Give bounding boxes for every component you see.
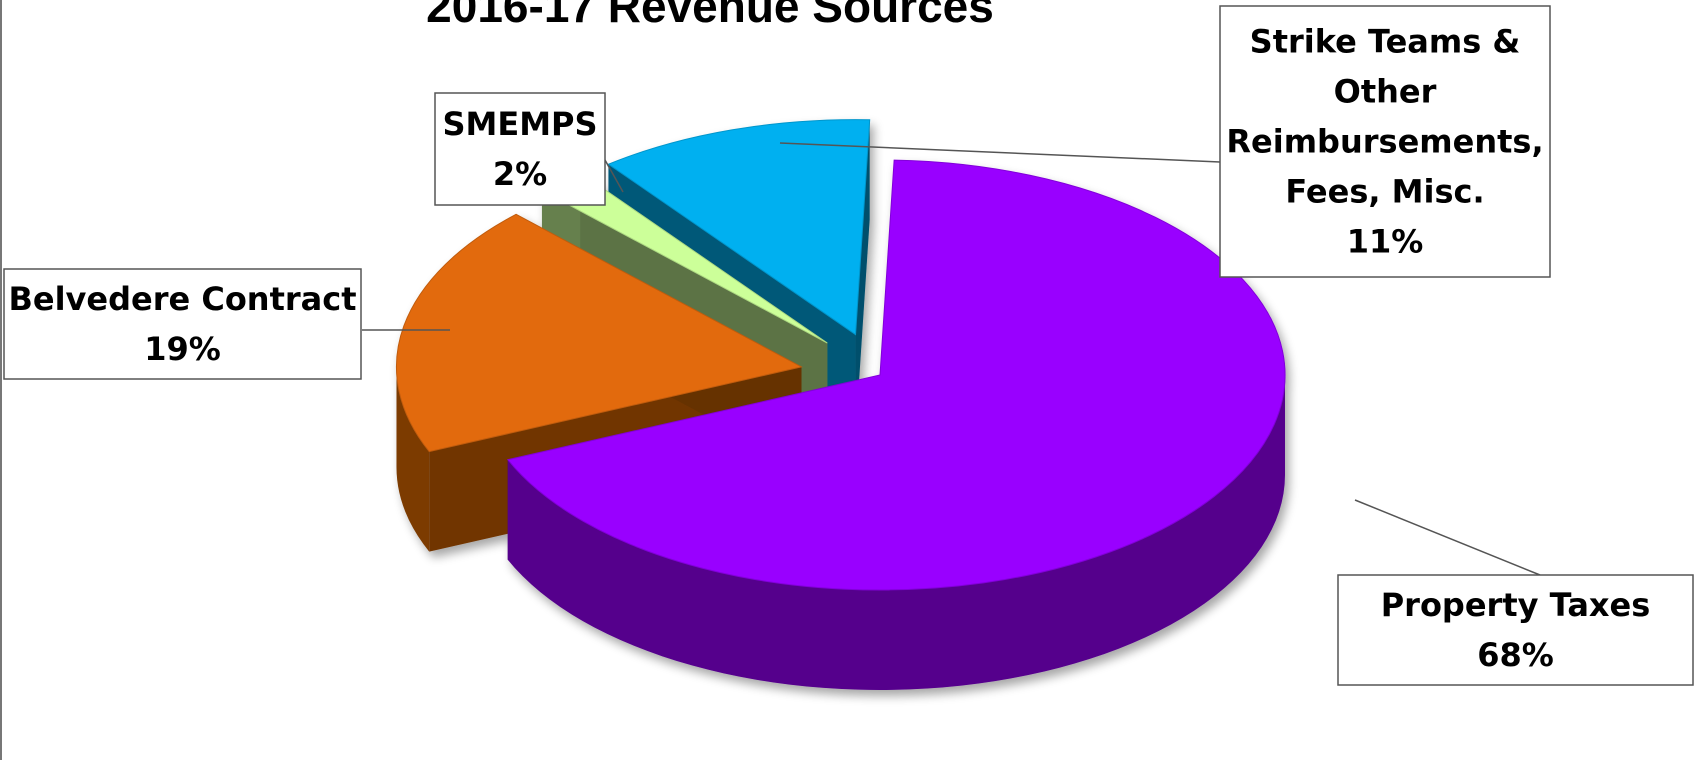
slice-category-label: Other — [1334, 73, 1437, 111]
slice-value-label: 19% — [144, 330, 221, 368]
slice-category-label: Property Taxes — [1381, 586, 1651, 624]
chart-title: 2016-17 Revenue Sources — [426, 0, 994, 32]
pie-slice — [506, 159, 1286, 591]
pie-slice-side — [507, 375, 1285, 691]
callout-box — [1337, 574, 1694, 686]
pie-slice — [607, 119, 871, 336]
pie-slice-wall — [855, 119, 870, 435]
leader-line — [1354, 499, 1541, 576]
callouts: Property Taxes 68% Belvedere Contract 19% SM… — [3, 5, 1694, 686]
data-label-callout: Strike Teams & Other Reimbursements, Fees, … — [1219, 5, 1551, 278]
callout-box — [434, 92, 606, 206]
pie-slice-side — [396, 366, 430, 552]
slice-value-label: 2% — [493, 155, 547, 193]
slice-value-label: 11% — [1347, 223, 1424, 261]
leader-line — [604, 159, 624, 193]
slice-category-label: Reimbursements, — [1226, 123, 1543, 161]
slice-category-label: Strike Teams & — [1250, 23, 1521, 61]
slice-category-label: Fees, Misc. — [1285, 173, 1484, 211]
leader-line — [779, 142, 1221, 163]
data-label-callout: Property Taxes 68% — [1337, 574, 1694, 686]
callout-box — [3, 268, 362, 380]
pie-slice — [395, 213, 803, 453]
slice-value-label: 68% — [1477, 636, 1554, 674]
callout-box — [1219, 5, 1551, 278]
slice-category-label: Belvedere Contract — [8, 280, 356, 318]
data-label-callout: Belvedere Contract 19% — [3, 268, 362, 380]
data-label-callout: SMEMPS 2% — [434, 92, 606, 206]
pie-layer — [395, 119, 1286, 691]
leader-lines — [362, 142, 1541, 576]
slice-category-label: SMEMPS — [442, 105, 597, 143]
